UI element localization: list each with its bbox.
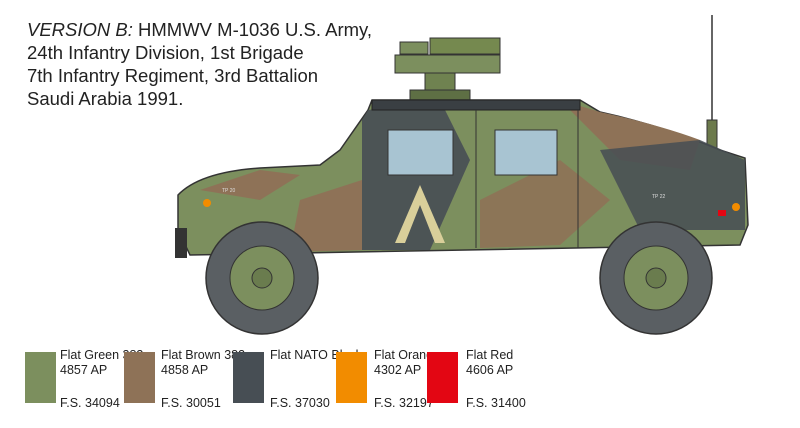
version-caption: VERSION B: HMMWV M-1036 U.S. Army, 24th …: [27, 18, 372, 110]
paint-code: 4302 AP: [374, 363, 422, 377]
paint-code: 4858 AP: [161, 363, 209, 377]
chevron-marking: [395, 185, 445, 243]
marking-tp22: TP 22: [652, 194, 665, 200]
paint-label-brown: Flat Brown 383 4858 AP: [161, 348, 245, 378]
paint-code: 4857 AP: [60, 363, 108, 377]
caption-line: 7th Infantry Regiment, 3rd Battalion: [27, 65, 319, 86]
hmmwv-illustration: TP 20 TP 22: [175, 15, 749, 335]
paint-code: 4606 AP: [466, 363, 514, 377]
door-window-front: [387, 129, 454, 176]
swatch-flat-red: [427, 352, 458, 403]
tow-launcher: [394, 37, 501, 103]
paint-label-orange: Flat Orange 4302 AP: [374, 348, 440, 378]
paint-name: Flat Green 383: [60, 348, 144, 362]
caption-line: Saudi Arabia 1991.: [27, 88, 184, 109]
swatch-flat-orange: [336, 352, 367, 403]
fs-code: F.S. 32197: [374, 396, 434, 410]
front-wheel: [205, 221, 319, 335]
rear-wheel: [599, 221, 713, 335]
caption-line: HMMWV M-1036 U.S. Army,: [138, 19, 373, 40]
marking-tp20: TP 20: [222, 188, 235, 194]
paint-name: Flat Orange: [374, 348, 441, 362]
swatch-flat-nato-black: [233, 352, 264, 403]
paint-label-red: Flat Red 4606 AP: [466, 348, 513, 378]
caption-line: 24th Infantry Division, 1st Brigade: [27, 42, 304, 63]
swatch-flat-brown: [124, 352, 155, 403]
paint-name: Flat Red: [466, 348, 514, 362]
door-window-rear: [494, 129, 558, 176]
version-label: VERSION B:: [27, 19, 133, 40]
swatch-flat-green: [25, 352, 56, 403]
fs-code: F.S. 30051: [161, 396, 221, 410]
paint-label-green: Flat Green 383 4857 AP: [60, 348, 143, 378]
fs-code: F.S. 34094: [60, 396, 120, 410]
paint-name: Flat Brown 383: [161, 348, 246, 362]
fs-code: F.S. 37030: [270, 396, 330, 410]
fs-code: F.S. 31400: [466, 396, 526, 410]
